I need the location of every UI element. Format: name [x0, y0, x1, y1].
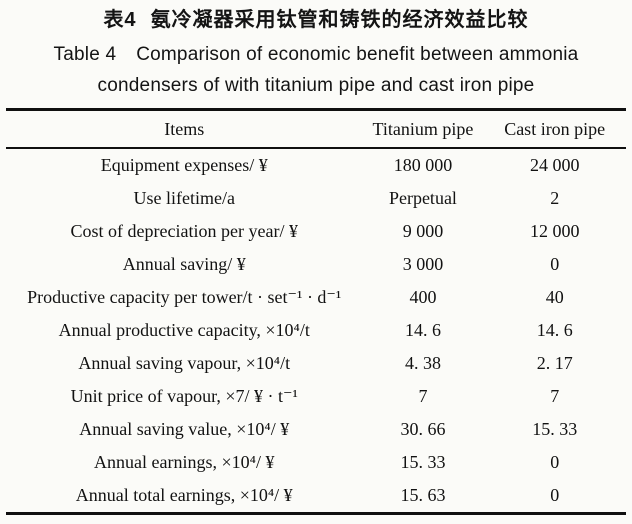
- table-row: Cost of depreciation per year/ ¥ 9 000 1…: [6, 215, 626, 248]
- item-cell: Annual saving value, ×10⁴/ ¥: [79, 419, 290, 439]
- item-cell: Annual earnings, ×10⁴/ ¥: [94, 452, 275, 472]
- cast-iron-cell: 14. 6: [536, 320, 573, 340]
- table-row: Productive capacity per tower/t · set⁻¹ …: [6, 281, 626, 314]
- table-title-en-text: Comparison of economic benefit between a…: [136, 44, 579, 65]
- item-cell: Annual saving/ ¥: [122, 254, 246, 274]
- table-label-zh: 表4: [103, 9, 137, 31]
- cast-iron-cell: 2. 17: [536, 353, 573, 373]
- cast-iron-cell: 24 000: [529, 155, 580, 175]
- table-row: Annual total earnings, ×10⁴/ ¥ 15. 63 0: [6, 479, 626, 514]
- table-title-chinese: 表4 氨冷凝器采用钛管和铸铁的经济效益比较: [0, 7, 632, 33]
- table-row: Annual saving value, ×10⁴/ ¥ 30. 66 15. …: [6, 413, 626, 446]
- table-label-en: Table 4: [53, 44, 117, 65]
- cast-iron-cell: 12 000: [529, 221, 580, 241]
- table-row: Use lifetime/a Perpetual 2: [6, 182, 626, 215]
- item-cell: Annual saving vapour, ×10⁴/t: [78, 353, 291, 373]
- cast-iron-cell: 40: [545, 287, 564, 307]
- cast-iron-cell: 0: [550, 452, 560, 472]
- table-row: Annual productive capacity, ×10⁴/t 14. 6…: [6, 314, 626, 347]
- cast-iron-cell: 2: [550, 188, 560, 208]
- table-row: Annual earnings, ×10⁴/ ¥ 15. 33 0: [6, 446, 626, 479]
- table-title-english-line1: Table 4 Comparison of economic benefit be…: [0, 44, 632, 66]
- titanium-cell: 9 000: [402, 221, 444, 241]
- table-row: Annual saving vapour, ×10⁴/t 4. 38 2. 17: [6, 347, 626, 380]
- titanium-cell: 15. 63: [400, 485, 446, 505]
- titanium-cell: 180 000: [393, 155, 453, 175]
- cast-iron-cell: 7: [550, 386, 560, 406]
- titanium-cell: 15. 33: [400, 452, 446, 472]
- item-cell: Annual productive capacity, ×10⁴/t: [58, 320, 310, 340]
- titanium-cell: 4. 38: [404, 353, 441, 373]
- table-row: Unit price of vapour, ×7/ ¥ · t⁻¹ 7 7: [6, 380, 626, 413]
- cast-iron-cell: 0: [550, 485, 560, 505]
- table-title-english-line2: condensers of with titanium pipe and cas…: [97, 75, 535, 96]
- column-header-cast-iron: Cast iron pipe: [483, 109, 626, 149]
- cast-iron-cell: 0: [550, 254, 560, 274]
- item-cell: Use lifetime/a: [133, 188, 235, 208]
- titanium-cell: 3 000: [402, 254, 444, 274]
- column-header-titanium: Titanium pipe: [362, 109, 484, 149]
- table-header-row: Items Titanium pipe Cast iron pipe: [6, 109, 626, 149]
- item-cell: Equipment expenses/ ¥: [100, 155, 268, 175]
- titanium-cell: 7: [418, 386, 428, 406]
- comparison-table: Items Titanium pipe Cast iron pipe Equip…: [6, 108, 626, 515]
- titanium-cell: 30. 66: [400, 419, 446, 439]
- table-row: Annual saving/ ¥ 3 000 0: [6, 248, 626, 281]
- titanium-cell: 14. 6: [404, 320, 441, 340]
- item-cell: Cost of depreciation per year/ ¥: [70, 221, 298, 241]
- item-cell: Unit price of vapour, ×7/ ¥ · t⁻¹: [70, 386, 298, 406]
- cast-iron-cell: 15. 33: [532, 419, 578, 439]
- item-cell: Productive capacity per tower/t · set⁻¹ …: [27, 287, 342, 307]
- table-row: Equipment expenses/ ¥ 180 000 24 000: [6, 148, 626, 182]
- titanium-cell: 400: [409, 287, 437, 307]
- column-header-items: Items: [6, 109, 363, 149]
- titanium-cell: Perpetual: [388, 188, 457, 208]
- item-cell: Annual total earnings, ×10⁴/ ¥: [75, 485, 293, 505]
- table-title-zh-text: 氨冷凝器采用钛管和铸铁的经济效益比较: [150, 9, 529, 31]
